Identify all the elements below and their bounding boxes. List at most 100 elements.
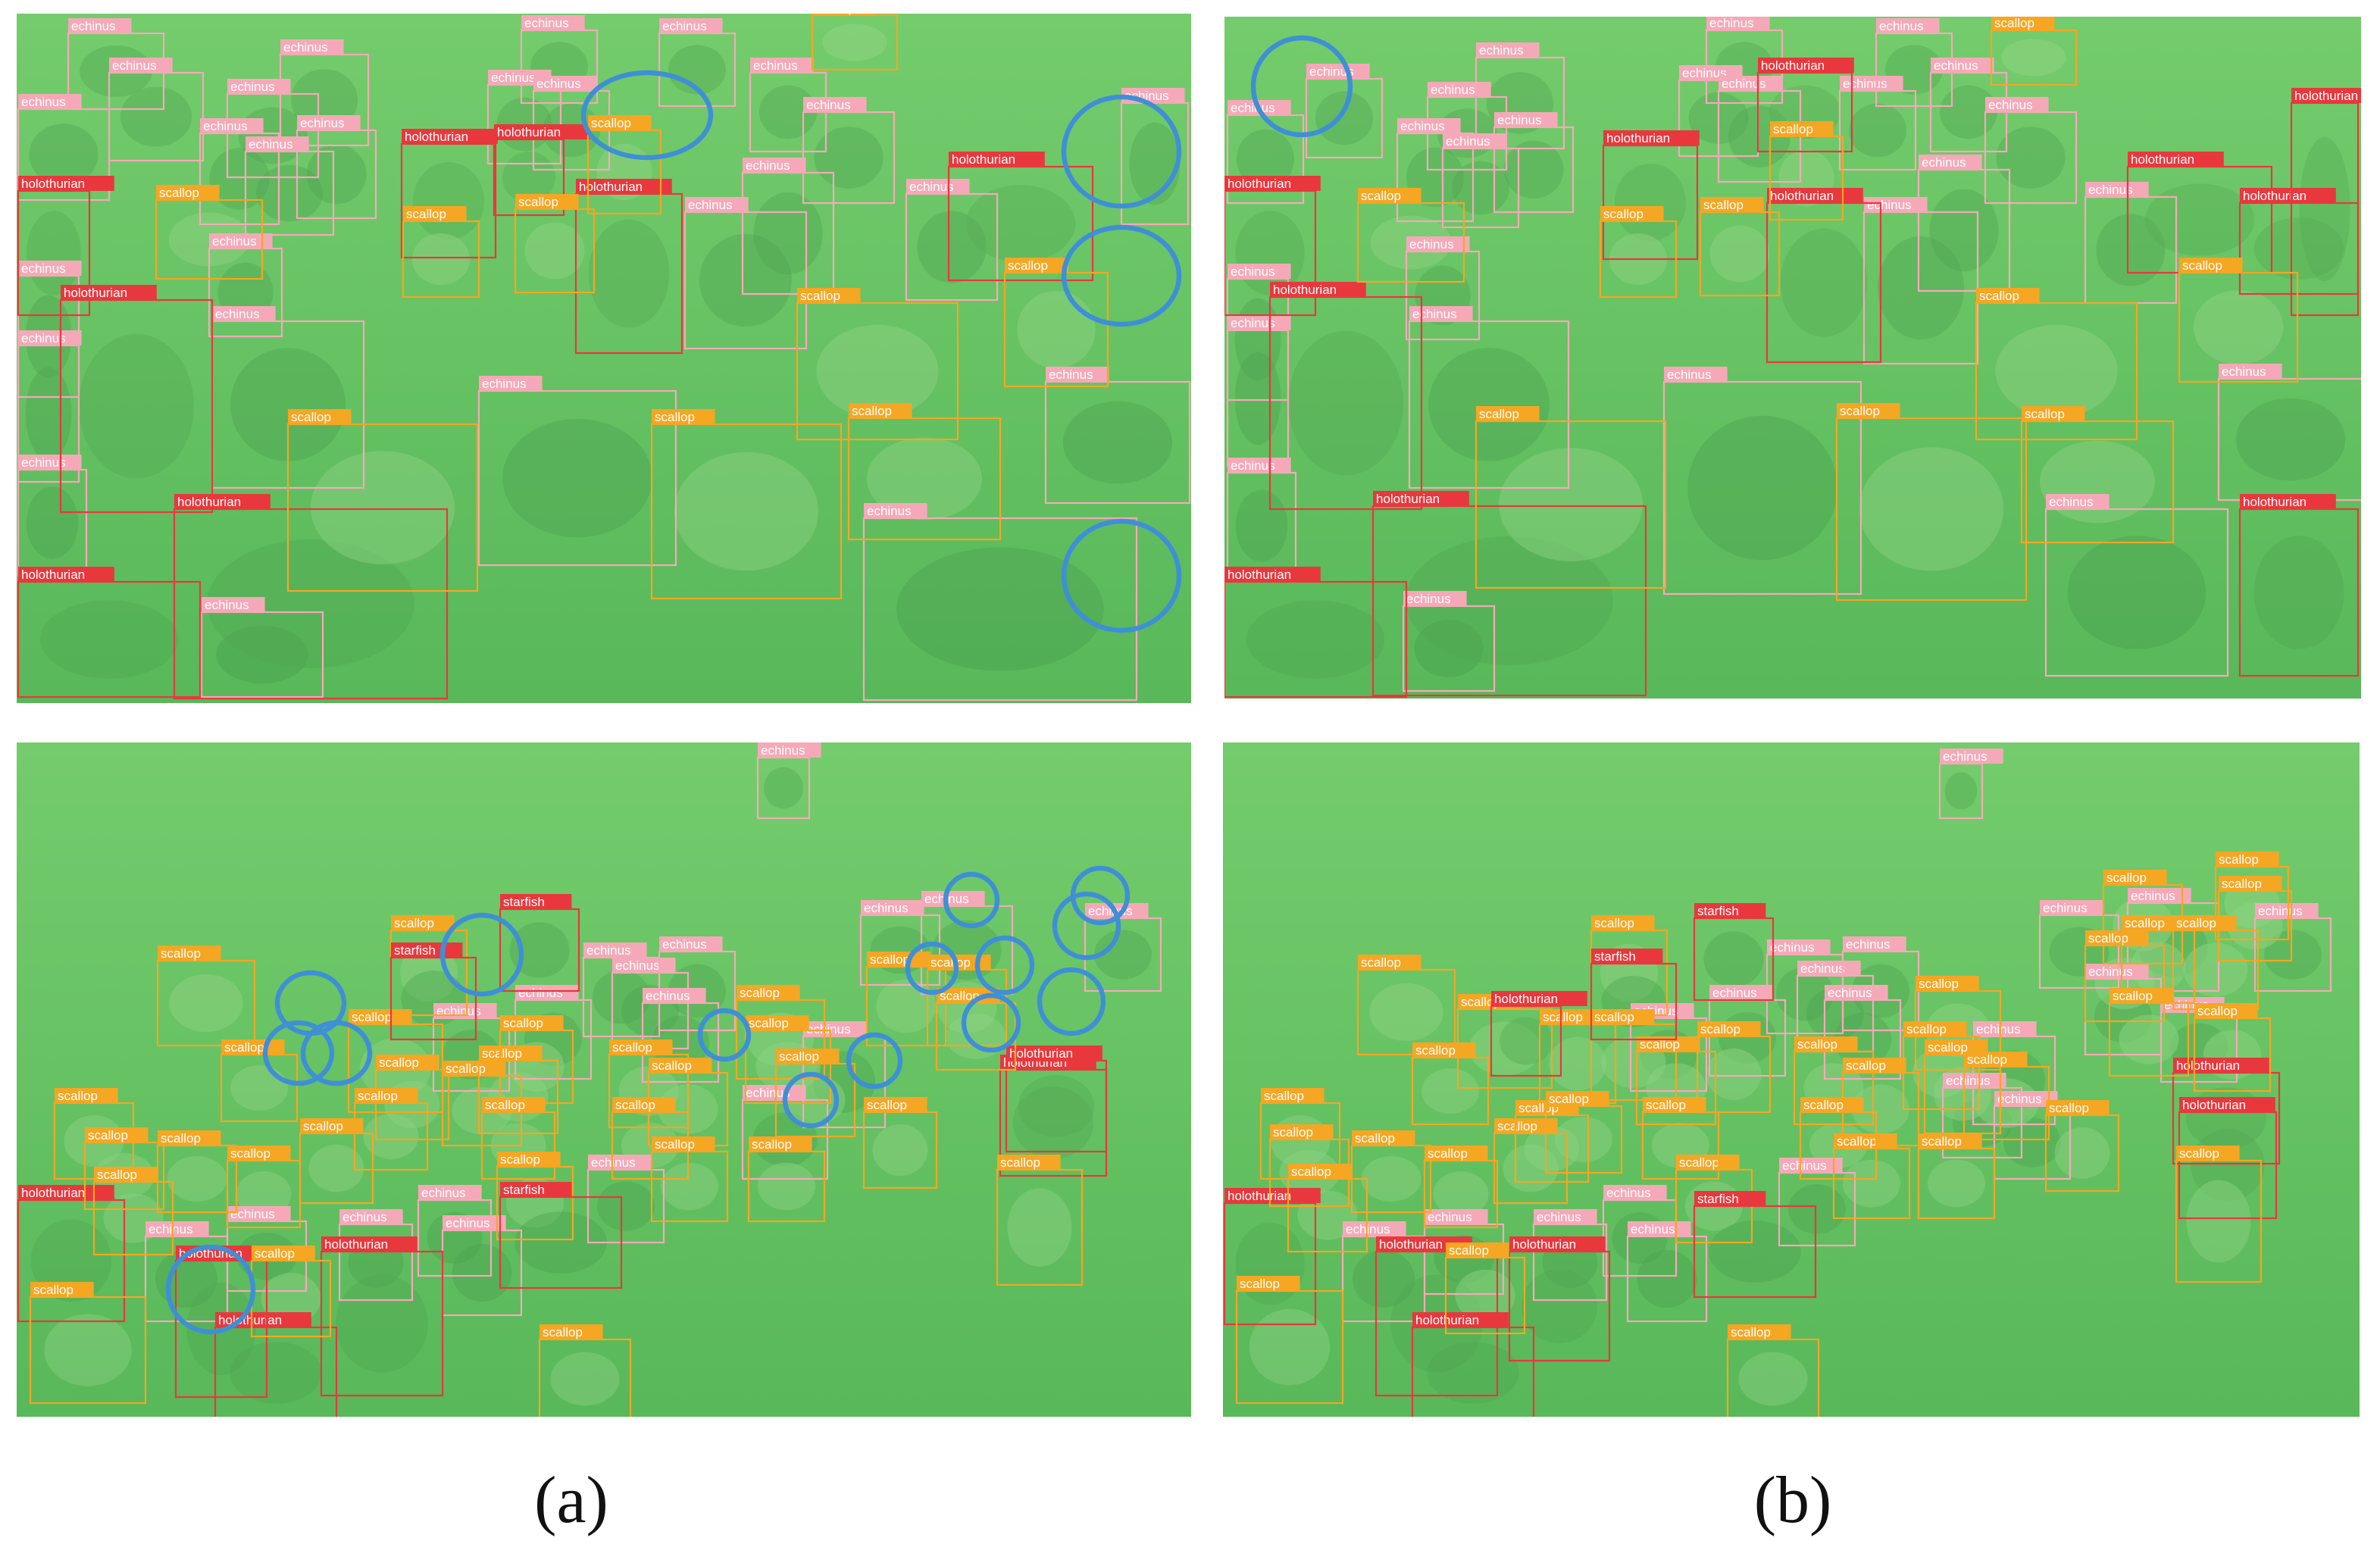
- detection-label-bg: [583, 942, 647, 958]
- detection-echinus: echinus: [1423, 1209, 1505, 1296]
- detection-scallop: scallop: [1259, 1088, 1341, 1180]
- detection-label: holothurian: [1379, 1237, 1443, 1252]
- detection-label: scallop: [752, 1137, 792, 1152]
- panel-bottom-left: echinus echinus echinus echinus echinus echin…: [17, 742, 1191, 1417]
- detection-echinus: echinus: [1408, 306, 1570, 489]
- seafloor-blob: [1555, 1117, 1612, 1162]
- detection-box: [1975, 302, 2138, 441]
- detection-label: echinus: [1867, 198, 1912, 212]
- seafloor-blob: [1234, 352, 1281, 445]
- detection-label-bg: [1643, 1097, 1706, 1112]
- seafloor-blob: [1062, 401, 1173, 484]
- detection-label: echinus: [646, 989, 690, 1003]
- detection-label: scallop: [58, 1089, 98, 1103]
- detection-label: echinus: [1431, 83, 1475, 97]
- seafloor-blob: [593, 970, 650, 1024]
- detection-label-bg: [1628, 1221, 1691, 1236]
- detection-holothurian: holothurian: [59, 285, 214, 514]
- detection-label-bg: [1843, 936, 1906, 952]
- detection-label: echinus: [524, 16, 569, 30]
- detection-holothurian: holothurian: [1224, 176, 1321, 317]
- detection-label: echinus: [300, 116, 345, 130]
- detection-holothurian: holothurian: [17, 176, 114, 317]
- detection-label-bg: [321, 1236, 418, 1252]
- seafloor-blob: [661, 1162, 718, 1211]
- detection-scallop: scallop: [1493, 1118, 1568, 1205]
- detection-holothurian: holothurian: [1756, 58, 1854, 153]
- detection-label: scallop: [1594, 1010, 1634, 1024]
- seafloor-blob: [1929, 189, 1999, 272]
- detection-scallop: scallop: [1841, 1058, 1920, 1147]
- detection-label-bg: [2179, 258, 2243, 273]
- detection-echinus: echinus: [802, 97, 896, 205]
- detection-holothurian: holothurian: [1268, 282, 1423, 511]
- detection-scallop: scallop: [2178, 258, 2299, 383]
- detection-label: echinus: [71, 19, 116, 33]
- panel-bottom-right: echinus echinus echinus echinus echinus echin…: [1223, 742, 2360, 1417]
- detection-echinus: echinus: [586, 1155, 665, 1244]
- detection-label: echinus: [761, 743, 805, 758]
- seafloor-blob: [674, 452, 818, 571]
- detection-label-bg: [2173, 915, 2237, 930]
- seafloor-blob: [2183, 942, 2248, 997]
- highlight-circle: [782, 1071, 840, 1129]
- seafloor-blob: [1709, 225, 1770, 283]
- detection-label-bg: [643, 988, 706, 1003]
- detection-label: scallop: [1922, 1134, 1962, 1149]
- detection-label-bg: [1270, 282, 1366, 297]
- detection-label: echinus: [615, 958, 660, 973]
- detection-label-bg: [1973, 1021, 2037, 1036]
- detection-label: scallop: [1837, 1134, 1877, 1149]
- detection-label-bg: [376, 1055, 439, 1070]
- detection-label: scallop: [1994, 17, 2034, 30]
- detection-scallop: scallop: [499, 1015, 574, 1105]
- detection-label: scallop: [1240, 1277, 1280, 1291]
- seafloor-blob: [2040, 440, 2155, 524]
- detection-label: echinus: [2258, 904, 2303, 918]
- seafloor-blob: [2253, 217, 2344, 280]
- detection-label: holothurian: [2243, 189, 2307, 203]
- detection-label: scallop: [543, 1325, 583, 1339]
- detection-label: echinus: [1400, 119, 1445, 133]
- detection-label-bg: [849, 403, 912, 418]
- detection-label: echinus: [688, 198, 733, 212]
- detection-label: scallop: [1803, 1098, 1844, 1112]
- detection-echinus: echinus: [1426, 82, 1508, 171]
- detection-label: echinus: [1922, 155, 1966, 170]
- detection-label-bg: [1446, 1242, 1509, 1258]
- detection-scallop: scallop: [2020, 406, 2175, 544]
- seafloor-blob: [965, 185, 1076, 262]
- detection-label: scallop: [652, 1058, 692, 1073]
- detection-label-bg: [500, 1015, 564, 1030]
- seafloor-blob: [412, 233, 470, 285]
- detection-label-bg: [2240, 494, 2336, 509]
- detection-label: echinus: [1631, 1222, 1675, 1236]
- detection-label: echinus: [1946, 1074, 1991, 1088]
- detection-holothurian: holothurian: [1602, 130, 1700, 261]
- detection-label: scallop: [394, 916, 434, 930]
- detection-scallop: scallop: [1917, 1133, 1996, 1220]
- seafloor-blob: [588, 219, 670, 328]
- detection-label: scallop: [852, 404, 892, 418]
- detection-label: scallop: [230, 1146, 271, 1161]
- seafloor-blob: [2067, 536, 2206, 649]
- detection-label-bg: [758, 742, 821, 758]
- detection-label: echinus: [2088, 964, 2133, 979]
- detection-starfish: starfish: [1590, 949, 1678, 1041]
- detection-box: [286, 423, 479, 592]
- detection-box: [1044, 380, 1191, 505]
- detection-label: scallop: [2219, 852, 2259, 867]
- detection-label-bg: [1494, 112, 1558, 127]
- detection-label-bg: [776, 1049, 840, 1064]
- detection-label: starfish: [503, 895, 545, 909]
- seafloor-blob: [1996, 127, 2066, 189]
- detection-label: scallop: [655, 410, 695, 424]
- detection-label-bg: [1770, 121, 1834, 136]
- detection-scallop: scallop: [2084, 930, 2166, 1023]
- detection-label: scallop: [1497, 1119, 1537, 1133]
- seafloor-blob: [812, 1051, 876, 1113]
- detection-label: echinus: [1843, 77, 1887, 91]
- detection-label-bg: [2046, 494, 2109, 509]
- detection-scallop: scallop: [1902, 1021, 1981, 1111]
- detection-label: scallop: [1449, 1243, 1489, 1258]
